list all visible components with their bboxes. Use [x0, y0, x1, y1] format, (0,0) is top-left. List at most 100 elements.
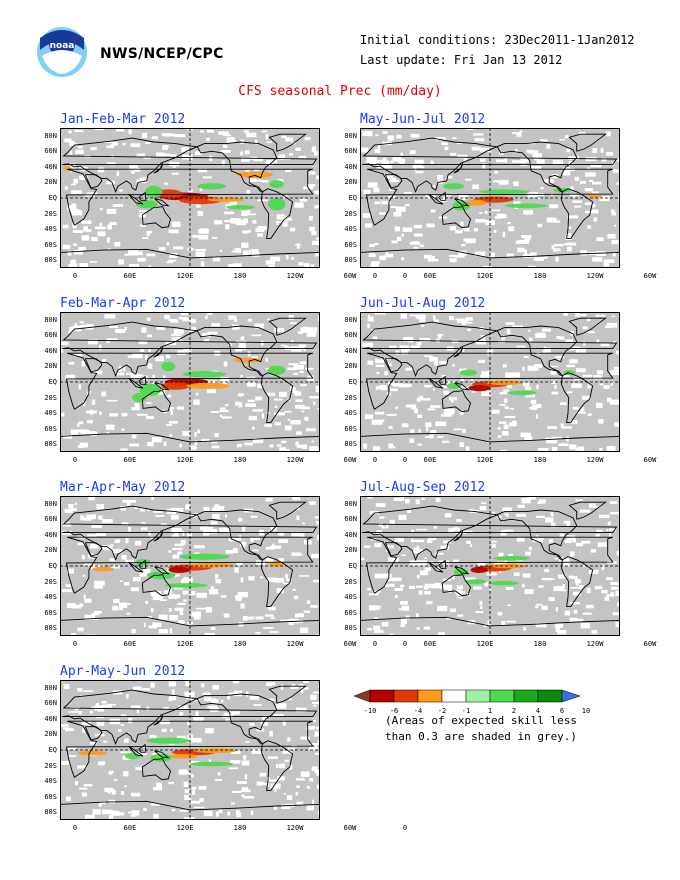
lat-label: 40N	[344, 530, 357, 539]
lat-label: 60N	[44, 147, 57, 156]
lat-label: 40S	[344, 593, 357, 602]
lat-label: 60S	[44, 608, 57, 617]
legend-swatch	[537, 689, 563, 703]
panel-title-mjj: May-Jun-Jul 2012	[360, 112, 486, 127]
lon-label: 180	[233, 640, 247, 648]
lat-label: 80S	[344, 624, 357, 633]
lat-label: 80N	[344, 499, 357, 508]
color-legend: -10 -6 -4 -2 -1 1 2 4 6 10	[352, 688, 632, 717]
map-panel-amj	[60, 680, 320, 820]
skill-speckles	[60, 680, 320, 820]
lat-label: 60S	[344, 240, 357, 249]
legend-tick-label: -10	[363, 707, 377, 715]
lat-label: 60N	[344, 515, 357, 524]
lat-label: 80S	[44, 624, 57, 633]
map-panel-jja	[360, 312, 620, 452]
lat-label: EQ	[48, 378, 57, 386]
panel-title-amj: Apr-May-Jun 2012	[60, 664, 186, 679]
lat-label: 20S	[44, 577, 57, 586]
legend-swatch	[417, 689, 443, 703]
lat-label: 40N	[44, 530, 57, 539]
legend-swatch	[465, 689, 491, 703]
lon-label: 120W	[586, 272, 604, 280]
lon-label: 60W	[643, 456, 657, 464]
lat-label: 60S	[44, 424, 57, 433]
legend-tick-label: 4	[535, 707, 541, 715]
lat-label: 80N	[44, 683, 57, 692]
lat-label: EQ	[348, 194, 357, 202]
lon-label: 0	[372, 640, 378, 648]
lon-label: 0	[372, 456, 378, 464]
lon-label: 0	[402, 640, 408, 648]
legend-tick-label: -4	[413, 707, 423, 715]
lon-label: 120W	[286, 640, 304, 648]
svg-text:noaa: noaa	[50, 41, 75, 51]
lat-label: 40S	[44, 225, 57, 234]
lon-label: 0	[72, 456, 78, 464]
lon-label: 60E	[123, 456, 137, 464]
lon-label: 180	[233, 272, 247, 280]
lon-label: 180	[533, 456, 547, 464]
panel-title-jas: Jul-Aug-Sep 2012	[360, 480, 486, 495]
noaa-logo: noaa	[37, 27, 87, 77]
legend-tick-label: -2	[437, 707, 447, 715]
lat-label: 60N	[44, 331, 57, 340]
lat-label: 20N	[344, 546, 357, 555]
lon-label: 120E	[476, 640, 494, 648]
map-panel-jfm	[60, 128, 320, 268]
lon-label: 0	[402, 824, 408, 832]
precip-anomaly-patches	[132, 357, 286, 403]
legend-tick-label: 1	[487, 707, 493, 715]
chart-title: CFS seasonal Prec (mm/day)	[238, 84, 442, 99]
lat-label: 40N	[344, 162, 357, 171]
lat-label: EQ	[348, 378, 357, 386]
map-panel-mjj	[360, 128, 620, 268]
lat-label: 20N	[44, 546, 57, 555]
lat-label: 40S	[344, 225, 357, 234]
lon-label: 120E	[476, 272, 494, 280]
lat-label: 60S	[44, 792, 57, 801]
lat-label: 40N	[44, 162, 57, 171]
lat-label: 80N	[44, 315, 57, 324]
lon-label: 60E	[423, 456, 437, 464]
lon-label: 0	[402, 272, 408, 280]
lon-label: 60W	[343, 456, 357, 464]
lon-label: 60E	[423, 272, 437, 280]
lat-label: 20S	[44, 393, 57, 402]
lat-label: 60N	[44, 515, 57, 524]
panel-title-jfm: Jan-Feb-Mar 2012	[60, 112, 186, 127]
panel-title-fma: Feb-Mar-Apr 2012	[60, 296, 186, 311]
lat-label: 80N	[44, 131, 57, 140]
lat-label: 80N	[344, 131, 357, 140]
skill-speckles	[362, 312, 620, 452]
lat-label: 20S	[344, 393, 357, 402]
lat-label: 80S	[44, 808, 57, 817]
lon-label: 120W	[286, 456, 304, 464]
lon-label: 180	[533, 640, 547, 648]
initial-conditions: Initial conditions: 23Dec2011-1Jan2012	[360, 33, 635, 47]
lon-label: 120E	[176, 272, 194, 280]
lon-label: 0	[402, 456, 408, 464]
lat-label: 20N	[44, 178, 57, 187]
legend-ticks: -10 -6 -4 -2 -1 1 2 4 6 10	[352, 707, 632, 717]
lat-label: 80N	[344, 315, 357, 324]
lon-label: 60E	[123, 640, 137, 648]
lon-label: 0	[72, 824, 78, 832]
legend-colorbar	[353, 689, 581, 703]
lon-label: 0	[372, 272, 378, 280]
lon-label: 60E	[423, 640, 437, 648]
legend-tick-label: -1	[461, 707, 471, 715]
lat-label: 80S	[44, 256, 57, 265]
lon-label: 0	[72, 640, 78, 648]
lon-label: 60W	[343, 272, 357, 280]
lat-label: 80S	[344, 440, 357, 449]
lat-label: 40S	[44, 777, 57, 786]
lon-label: 60W	[643, 640, 657, 648]
legend-tick-label: -6	[389, 707, 399, 715]
lat-label: 80S	[44, 440, 57, 449]
lon-label: 0	[72, 272, 78, 280]
map-panel-fma	[60, 312, 320, 452]
lon-label: 60W	[643, 272, 657, 280]
lat-label: 40N	[44, 714, 57, 723]
legend-arrow-right	[561, 689, 581, 703]
